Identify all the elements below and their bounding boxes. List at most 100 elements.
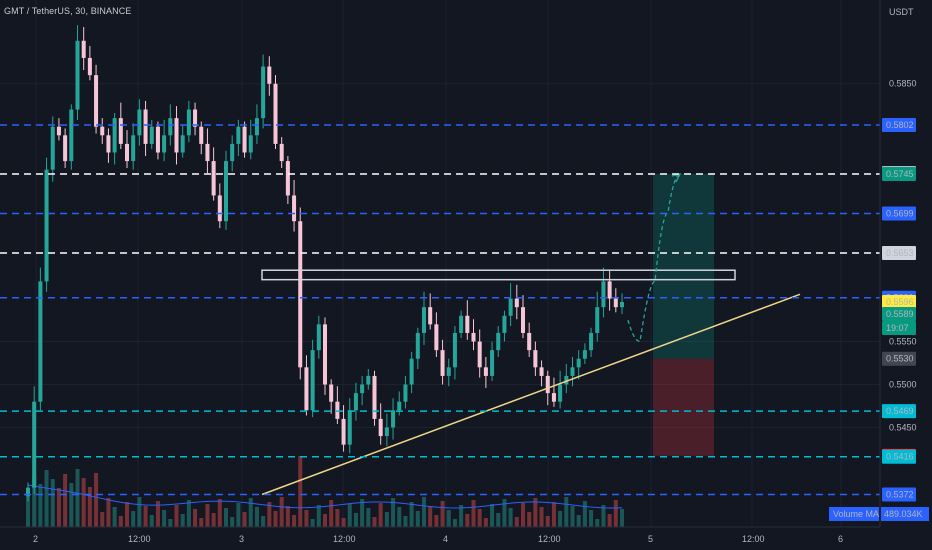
volume-bar bbox=[205, 504, 210, 527]
candle-body bbox=[564, 375, 569, 385]
candle-body bbox=[124, 143, 130, 162]
candle-body bbox=[304, 367, 309, 411]
candle-body bbox=[199, 126, 204, 144]
level-badge: 0.5530 bbox=[886, 354, 914, 364]
volume-bar bbox=[558, 511, 563, 527]
candle-body bbox=[391, 410, 396, 428]
volume-bar bbox=[391, 498, 396, 527]
projection-path bbox=[627, 173, 681, 343]
candle-body bbox=[539, 367, 544, 376]
level-badge: 0.5699 bbox=[886, 209, 914, 219]
volume-bar bbox=[514, 517, 519, 527]
volume-bar bbox=[440, 501, 445, 527]
volume-bar bbox=[353, 513, 358, 527]
candle-body bbox=[508, 298, 513, 316]
candle-body bbox=[100, 126, 105, 136]
candle-body bbox=[254, 118, 259, 136]
candle-body bbox=[372, 375, 377, 419]
volume-bar bbox=[217, 499, 222, 527]
volume-ma-name: Volume MA bbox=[833, 509, 879, 519]
volume-bar bbox=[106, 498, 111, 527]
candle-body bbox=[483, 367, 488, 376]
ascending-trendline bbox=[261, 293, 801, 496]
candle-body bbox=[87, 57, 92, 76]
level-badge-bg bbox=[882, 117, 916, 132]
candle-body bbox=[81, 40, 86, 58]
volume-bar bbox=[56, 488, 61, 527]
price-tick-label: 0.5450 bbox=[889, 422, 917, 432]
volume-bar bbox=[285, 506, 290, 527]
candle-body bbox=[409, 358, 414, 385]
candle-body bbox=[403, 384, 408, 402]
last-price-badge: 0.5589 bbox=[886, 309, 914, 319]
candle-body bbox=[471, 332, 476, 342]
volume-bar bbox=[477, 509, 482, 527]
resistance-box bbox=[261, 269, 736, 281]
candle-body bbox=[56, 126, 61, 136]
candle-body bbox=[155, 126, 160, 153]
candle-body bbox=[149, 126, 154, 144]
time-tick-label: 12:00 bbox=[538, 534, 561, 544]
candle-body bbox=[38, 281, 43, 402]
candle-body bbox=[162, 135, 167, 153]
candle-body bbox=[551, 393, 556, 402]
candle-body bbox=[25, 487, 31, 497]
candle-body bbox=[50, 126, 55, 170]
volume-bar bbox=[94, 473, 99, 527]
candle-body bbox=[496, 332, 501, 351]
candle-body bbox=[292, 195, 297, 222]
volume-bar bbox=[292, 515, 297, 527]
volume-ma-value-bg bbox=[881, 507, 929, 521]
candle-body bbox=[520, 307, 526, 333]
candle-body bbox=[576, 358, 581, 368]
volume-bar bbox=[459, 505, 464, 527]
volume-bar bbox=[316, 505, 321, 527]
stop-loss-zone bbox=[653, 358, 714, 456]
candle-body bbox=[613, 298, 618, 308]
level-badge-bg bbox=[882, 206, 916, 221]
candle-body bbox=[211, 161, 216, 196]
candle-body bbox=[168, 118, 173, 136]
volume-bar bbox=[347, 504, 352, 527]
candle-body bbox=[236, 126, 241, 144]
price-tick-label: 0.5550 bbox=[889, 337, 917, 347]
volume-bar bbox=[384, 512, 389, 527]
volume-bar bbox=[168, 519, 173, 527]
candle-body bbox=[248, 135, 253, 153]
level-badge-bg bbox=[882, 487, 916, 502]
time-tick-label: 2 bbox=[33, 534, 38, 544]
volume-bar bbox=[63, 474, 68, 527]
volume-bar bbox=[310, 519, 315, 527]
candle-body bbox=[378, 418, 383, 437]
volume-bar bbox=[527, 512, 532, 527]
candle-body bbox=[570, 367, 575, 376]
candle-body bbox=[415, 332, 420, 359]
volume-bar bbox=[589, 510, 594, 527]
level-badge-bg bbox=[882, 166, 916, 181]
level-badge: 0.5372 bbox=[886, 490, 914, 500]
candle-body bbox=[452, 332, 457, 368]
time-axis-bg bbox=[0, 527, 932, 550]
candle-body bbox=[75, 40, 80, 110]
volume-bar bbox=[25, 489, 31, 527]
level-badge: 0.5745 bbox=[886, 169, 914, 179]
volume-bar bbox=[496, 513, 501, 527]
volume-bar bbox=[50, 479, 55, 527]
volume-bar bbox=[415, 511, 420, 527]
candle-body bbox=[335, 401, 340, 419]
time-tick-label: 6 bbox=[838, 534, 843, 544]
level-badge-bg bbox=[882, 351, 916, 366]
candle-body bbox=[477, 341, 482, 368]
candle-body bbox=[366, 375, 371, 385]
candle-body bbox=[273, 83, 278, 144]
volume-bar bbox=[242, 512, 247, 527]
candle-body bbox=[112, 118, 117, 153]
volume-bar bbox=[69, 483, 74, 527]
volume-bar bbox=[199, 518, 204, 527]
volume-bar bbox=[143, 506, 148, 527]
time-tick-label: 3 bbox=[239, 534, 244, 544]
volume-bar bbox=[248, 498, 253, 527]
candle-body bbox=[193, 109, 198, 127]
